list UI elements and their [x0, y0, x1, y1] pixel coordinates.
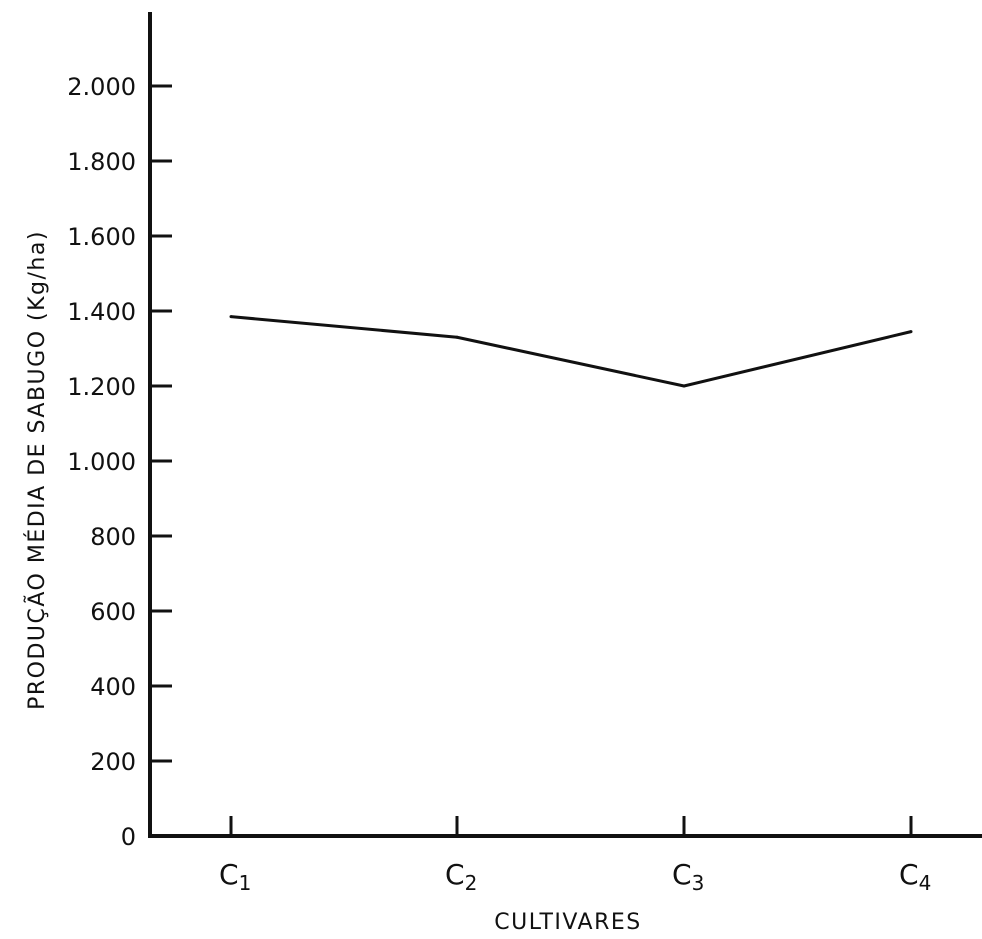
x-axis-label: CULTIVARES [494, 910, 641, 935]
x-tick-label: C3 [672, 858, 704, 895]
data-point [909, 330, 913, 334]
x-tick-label: C4 [899, 858, 931, 895]
y-tick-label: 0 [121, 823, 136, 851]
y-tick-label: 800 [90, 523, 136, 551]
y-tick-label: 1.200 [67, 373, 136, 401]
y-tick-label: 1.800 [67, 148, 136, 176]
data-point [455, 335, 459, 339]
y-tick-label: 1.400 [67, 298, 136, 326]
y-axis-ticks: 0 200 400 600 800 1.000 1.200 1.400 1.600 1.800 2.… [67, 73, 172, 851]
y-tick-label: 1.000 [67, 448, 136, 476]
chart-axes [148, 12, 982, 838]
chart-series [229, 315, 913, 388]
data-point [682, 384, 686, 388]
y-tick-label: 400 [90, 673, 136, 701]
y-tick-label: 600 [90, 598, 136, 626]
y-tick-label: 2.000 [67, 73, 136, 101]
x-tick-label: C2 [445, 858, 477, 895]
x-tick-label: C1 [219, 858, 251, 895]
x-axis-ticks: C1 C2 C3 C4 [219, 816, 931, 895]
data-point [229, 315, 233, 319]
y-axis-label: PRODUÇÃO MÉDIA DE SABUGO (Kg/ha) [23, 230, 50, 710]
series-line [230, 315, 912, 388]
y-tick-label: 200 [90, 748, 136, 776]
y-tick-label: 1.600 [67, 223, 136, 251]
